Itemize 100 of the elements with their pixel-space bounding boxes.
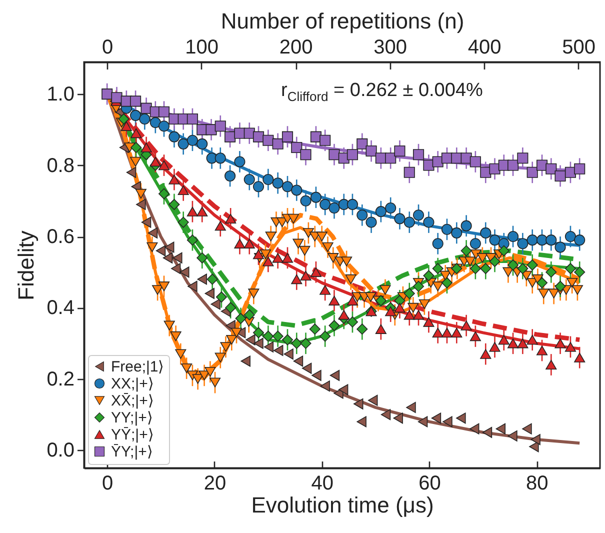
point bbox=[178, 138, 189, 150]
point bbox=[554, 242, 566, 253]
point bbox=[432, 263, 444, 274]
point bbox=[451, 227, 462, 238]
point bbox=[139, 113, 150, 124]
point bbox=[346, 149, 358, 160]
point bbox=[564, 230, 576, 242]
point bbox=[196, 252, 208, 264]
point bbox=[310, 267, 322, 277]
x2-axis-title: Number of repetitions (n) bbox=[220, 8, 464, 34]
point bbox=[394, 213, 406, 224]
point bbox=[291, 184, 302, 196]
point bbox=[404, 166, 415, 178]
x2-tick-label: 200 bbox=[279, 36, 313, 58]
point bbox=[272, 330, 284, 342]
point bbox=[246, 334, 256, 346]
point bbox=[252, 327, 264, 338]
point bbox=[244, 309, 255, 320]
point bbox=[262, 174, 274, 186]
point bbox=[526, 234, 538, 246]
point bbox=[517, 338, 528, 348]
point bbox=[197, 274, 207, 285]
x2-tick-label: 300 bbox=[374, 36, 408, 58]
point bbox=[282, 253, 294, 263]
point bbox=[312, 370, 322, 381]
point bbox=[158, 120, 170, 132]
point bbox=[489, 342, 500, 352]
point bbox=[423, 160, 434, 171]
point bbox=[423, 216, 434, 228]
point bbox=[168, 198, 180, 210]
point bbox=[356, 416, 366, 428]
point bbox=[338, 384, 348, 396]
point bbox=[554, 170, 566, 182]
point bbox=[480, 349, 492, 359]
point bbox=[300, 270, 312, 281]
point bbox=[496, 423, 506, 434]
point bbox=[404, 288, 415, 300]
point bbox=[507, 259, 519, 271]
point bbox=[406, 402, 416, 413]
point bbox=[368, 394, 378, 406]
point bbox=[156, 245, 166, 256]
point bbox=[206, 124, 217, 136]
point bbox=[244, 238, 255, 248]
point bbox=[498, 334, 510, 345]
point bbox=[517, 152, 528, 164]
point bbox=[346, 316, 358, 328]
annotation: r$_{Clifford}$ = 0.262 ± 0.004% bbox=[281, 80, 483, 104]
point bbox=[320, 198, 331, 210]
point bbox=[546, 360, 557, 370]
point bbox=[394, 146, 406, 157]
point bbox=[272, 253, 284, 263]
point bbox=[300, 149, 312, 160]
point bbox=[234, 128, 246, 139]
point bbox=[517, 263, 528, 274]
point bbox=[338, 310, 350, 320]
point bbox=[564, 263, 576, 274]
point bbox=[282, 131, 294, 142]
point bbox=[346, 296, 358, 306]
point bbox=[356, 324, 368, 335]
y-tick-label: 0.0 bbox=[46, 440, 74, 462]
point bbox=[204, 288, 214, 300]
point bbox=[180, 266, 190, 278]
point bbox=[186, 134, 198, 146]
point bbox=[300, 338, 312, 349]
point bbox=[136, 198, 146, 210]
x-tick-label: 0 bbox=[102, 472, 114, 494]
y-tick-label: 0.8 bbox=[46, 154, 74, 177]
point bbox=[225, 214, 236, 224]
point bbox=[404, 310, 415, 320]
point bbox=[130, 128, 142, 138]
legend-label: ȲY;|+⟩ bbox=[111, 444, 153, 460]
point bbox=[432, 328, 444, 338]
point bbox=[150, 156, 161, 167]
point bbox=[188, 280, 198, 292]
point bbox=[300, 195, 312, 206]
point bbox=[380, 409, 391, 420]
point bbox=[508, 430, 518, 442]
point bbox=[536, 277, 548, 288]
point bbox=[432, 238, 444, 250]
point bbox=[102, 88, 113, 100]
x-tick-label: 60 bbox=[418, 472, 441, 494]
point bbox=[346, 198, 358, 210]
point bbox=[172, 252, 182, 264]
x2-tick-label: 100 bbox=[185, 36, 219, 58]
point bbox=[431, 412, 442, 424]
point bbox=[302, 362, 312, 374]
point bbox=[130, 142, 142, 153]
point bbox=[480, 263, 492, 274]
point bbox=[150, 117, 161, 128]
point bbox=[254, 338, 264, 349]
point bbox=[470, 263, 481, 274]
point bbox=[130, 110, 142, 121]
point bbox=[507, 160, 519, 171]
point bbox=[111, 92, 122, 104]
point bbox=[148, 227, 158, 238]
point bbox=[418, 416, 428, 428]
x2-tick-label: 400 bbox=[468, 36, 502, 58]
point bbox=[441, 277, 452, 288]
point bbox=[394, 295, 406, 306]
point bbox=[272, 138, 284, 150]
